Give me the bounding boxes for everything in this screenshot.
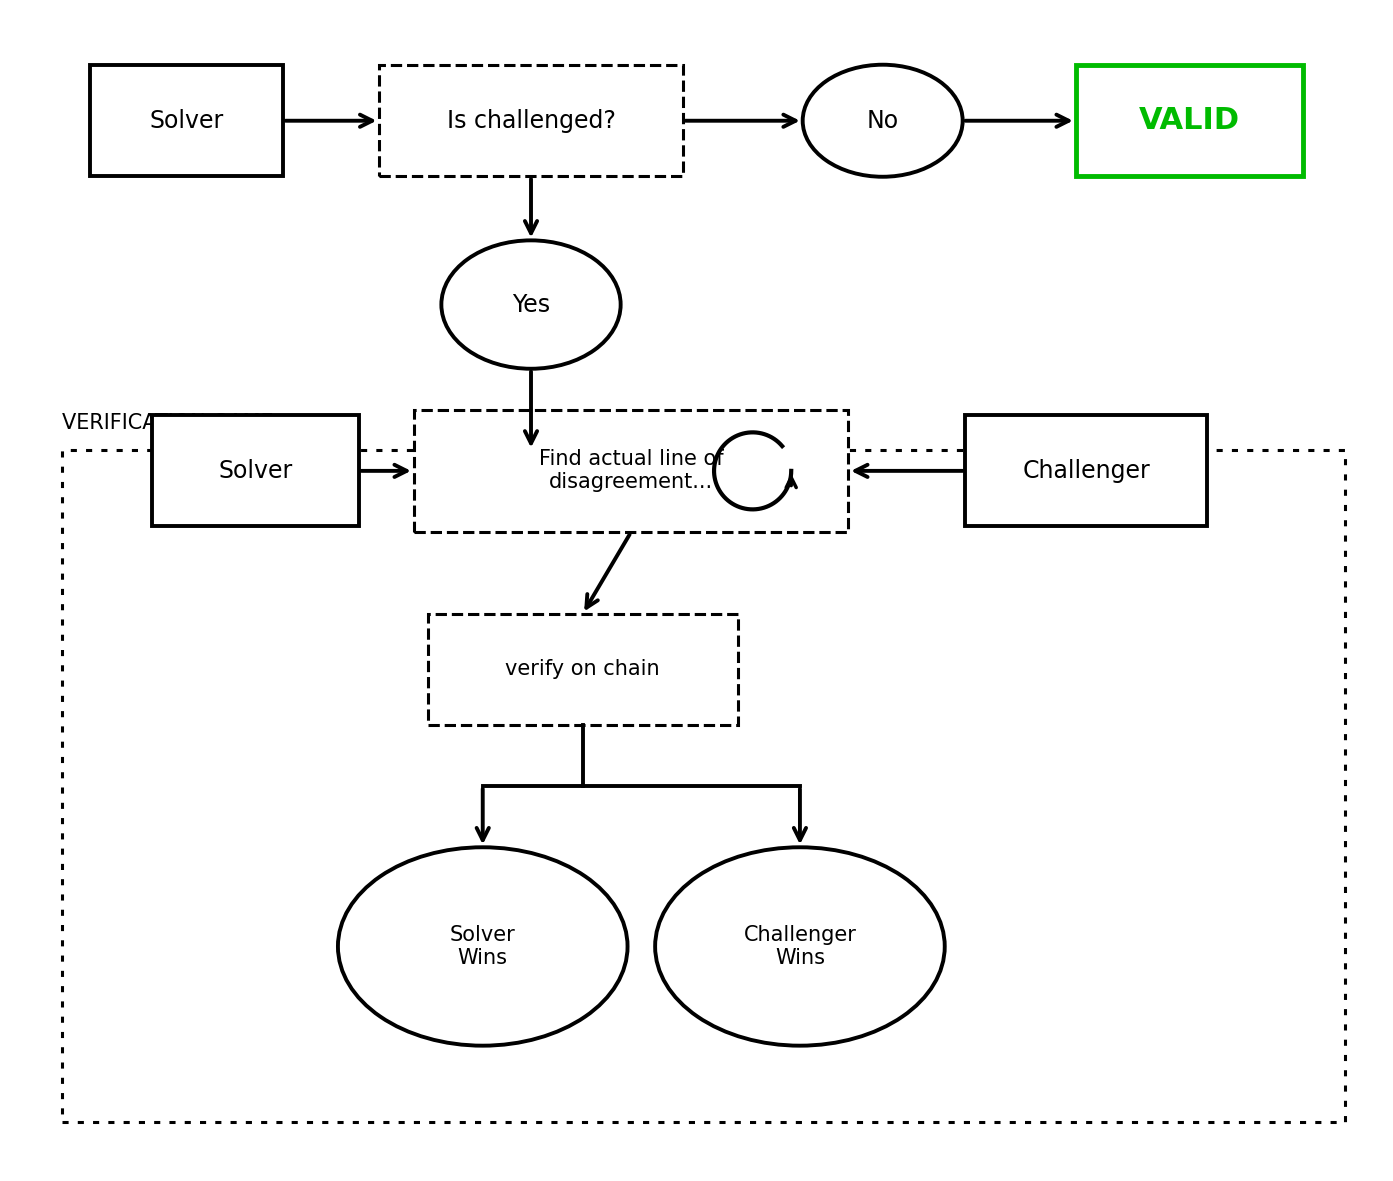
Text: VALID: VALID xyxy=(1139,106,1240,136)
Ellipse shape xyxy=(442,241,621,368)
Text: Solver
Wins: Solver Wins xyxy=(450,925,515,968)
FancyBboxPatch shape xyxy=(379,65,683,176)
FancyBboxPatch shape xyxy=(428,614,738,725)
FancyBboxPatch shape xyxy=(965,416,1206,527)
FancyBboxPatch shape xyxy=(414,410,848,533)
Text: Challenger: Challenger xyxy=(1022,459,1151,483)
Text: Solver: Solver xyxy=(219,459,293,483)
Text: verify on chain: verify on chain xyxy=(506,659,660,679)
Text: Solver: Solver xyxy=(149,109,223,132)
Text: VERIFICATION GAME: VERIFICATION GAME xyxy=(63,413,274,433)
Ellipse shape xyxy=(655,847,944,1045)
FancyBboxPatch shape xyxy=(63,450,1344,1122)
Ellipse shape xyxy=(802,65,963,177)
Text: Challenger
Wins: Challenger Wins xyxy=(744,925,857,968)
Text: Is challenged?: Is challenged? xyxy=(447,109,616,132)
Text: Yes: Yes xyxy=(513,293,550,317)
Text: Find actual line of
disagreement...: Find actual line of disagreement... xyxy=(539,449,723,492)
Text: No: No xyxy=(866,109,898,132)
FancyBboxPatch shape xyxy=(152,416,358,527)
FancyBboxPatch shape xyxy=(1075,65,1304,176)
Ellipse shape xyxy=(338,847,627,1045)
FancyBboxPatch shape xyxy=(89,65,283,176)
